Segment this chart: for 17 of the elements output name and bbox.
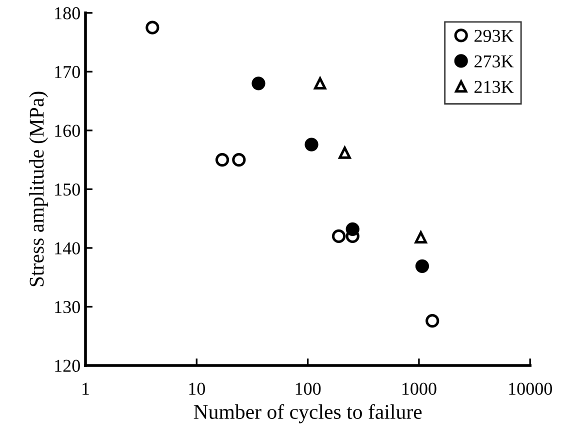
y-tick-label: 140: [55, 242, 80, 254]
legend-label: 213K: [474, 80, 514, 93]
y-tick-label: 120: [55, 360, 80, 372]
legend-label: 293K: [474, 30, 514, 42]
y-tick-label: 180: [55, 7, 80, 20]
x-tick-label: 1: [82, 382, 89, 395]
x-tick-label: 1000: [402, 382, 436, 395]
y-tick-label: 170: [55, 66, 80, 78]
y-tick-label: 130: [55, 300, 80, 314]
y-axis-title: Stress amplitude (MPa): [29, 92, 48, 286]
legend-label: 273K: [474, 55, 514, 68]
x-tick-label: 10000: [509, 382, 552, 395]
x-tick-label: 10: [189, 382, 205, 395]
y-tick-label: 160: [55, 124, 80, 137]
x-tick-label: 100: [296, 382, 321, 395]
x-axis-title: Number of cycles to failure: [194, 404, 422, 424]
y-tick-label: 150: [55, 183, 80, 196]
